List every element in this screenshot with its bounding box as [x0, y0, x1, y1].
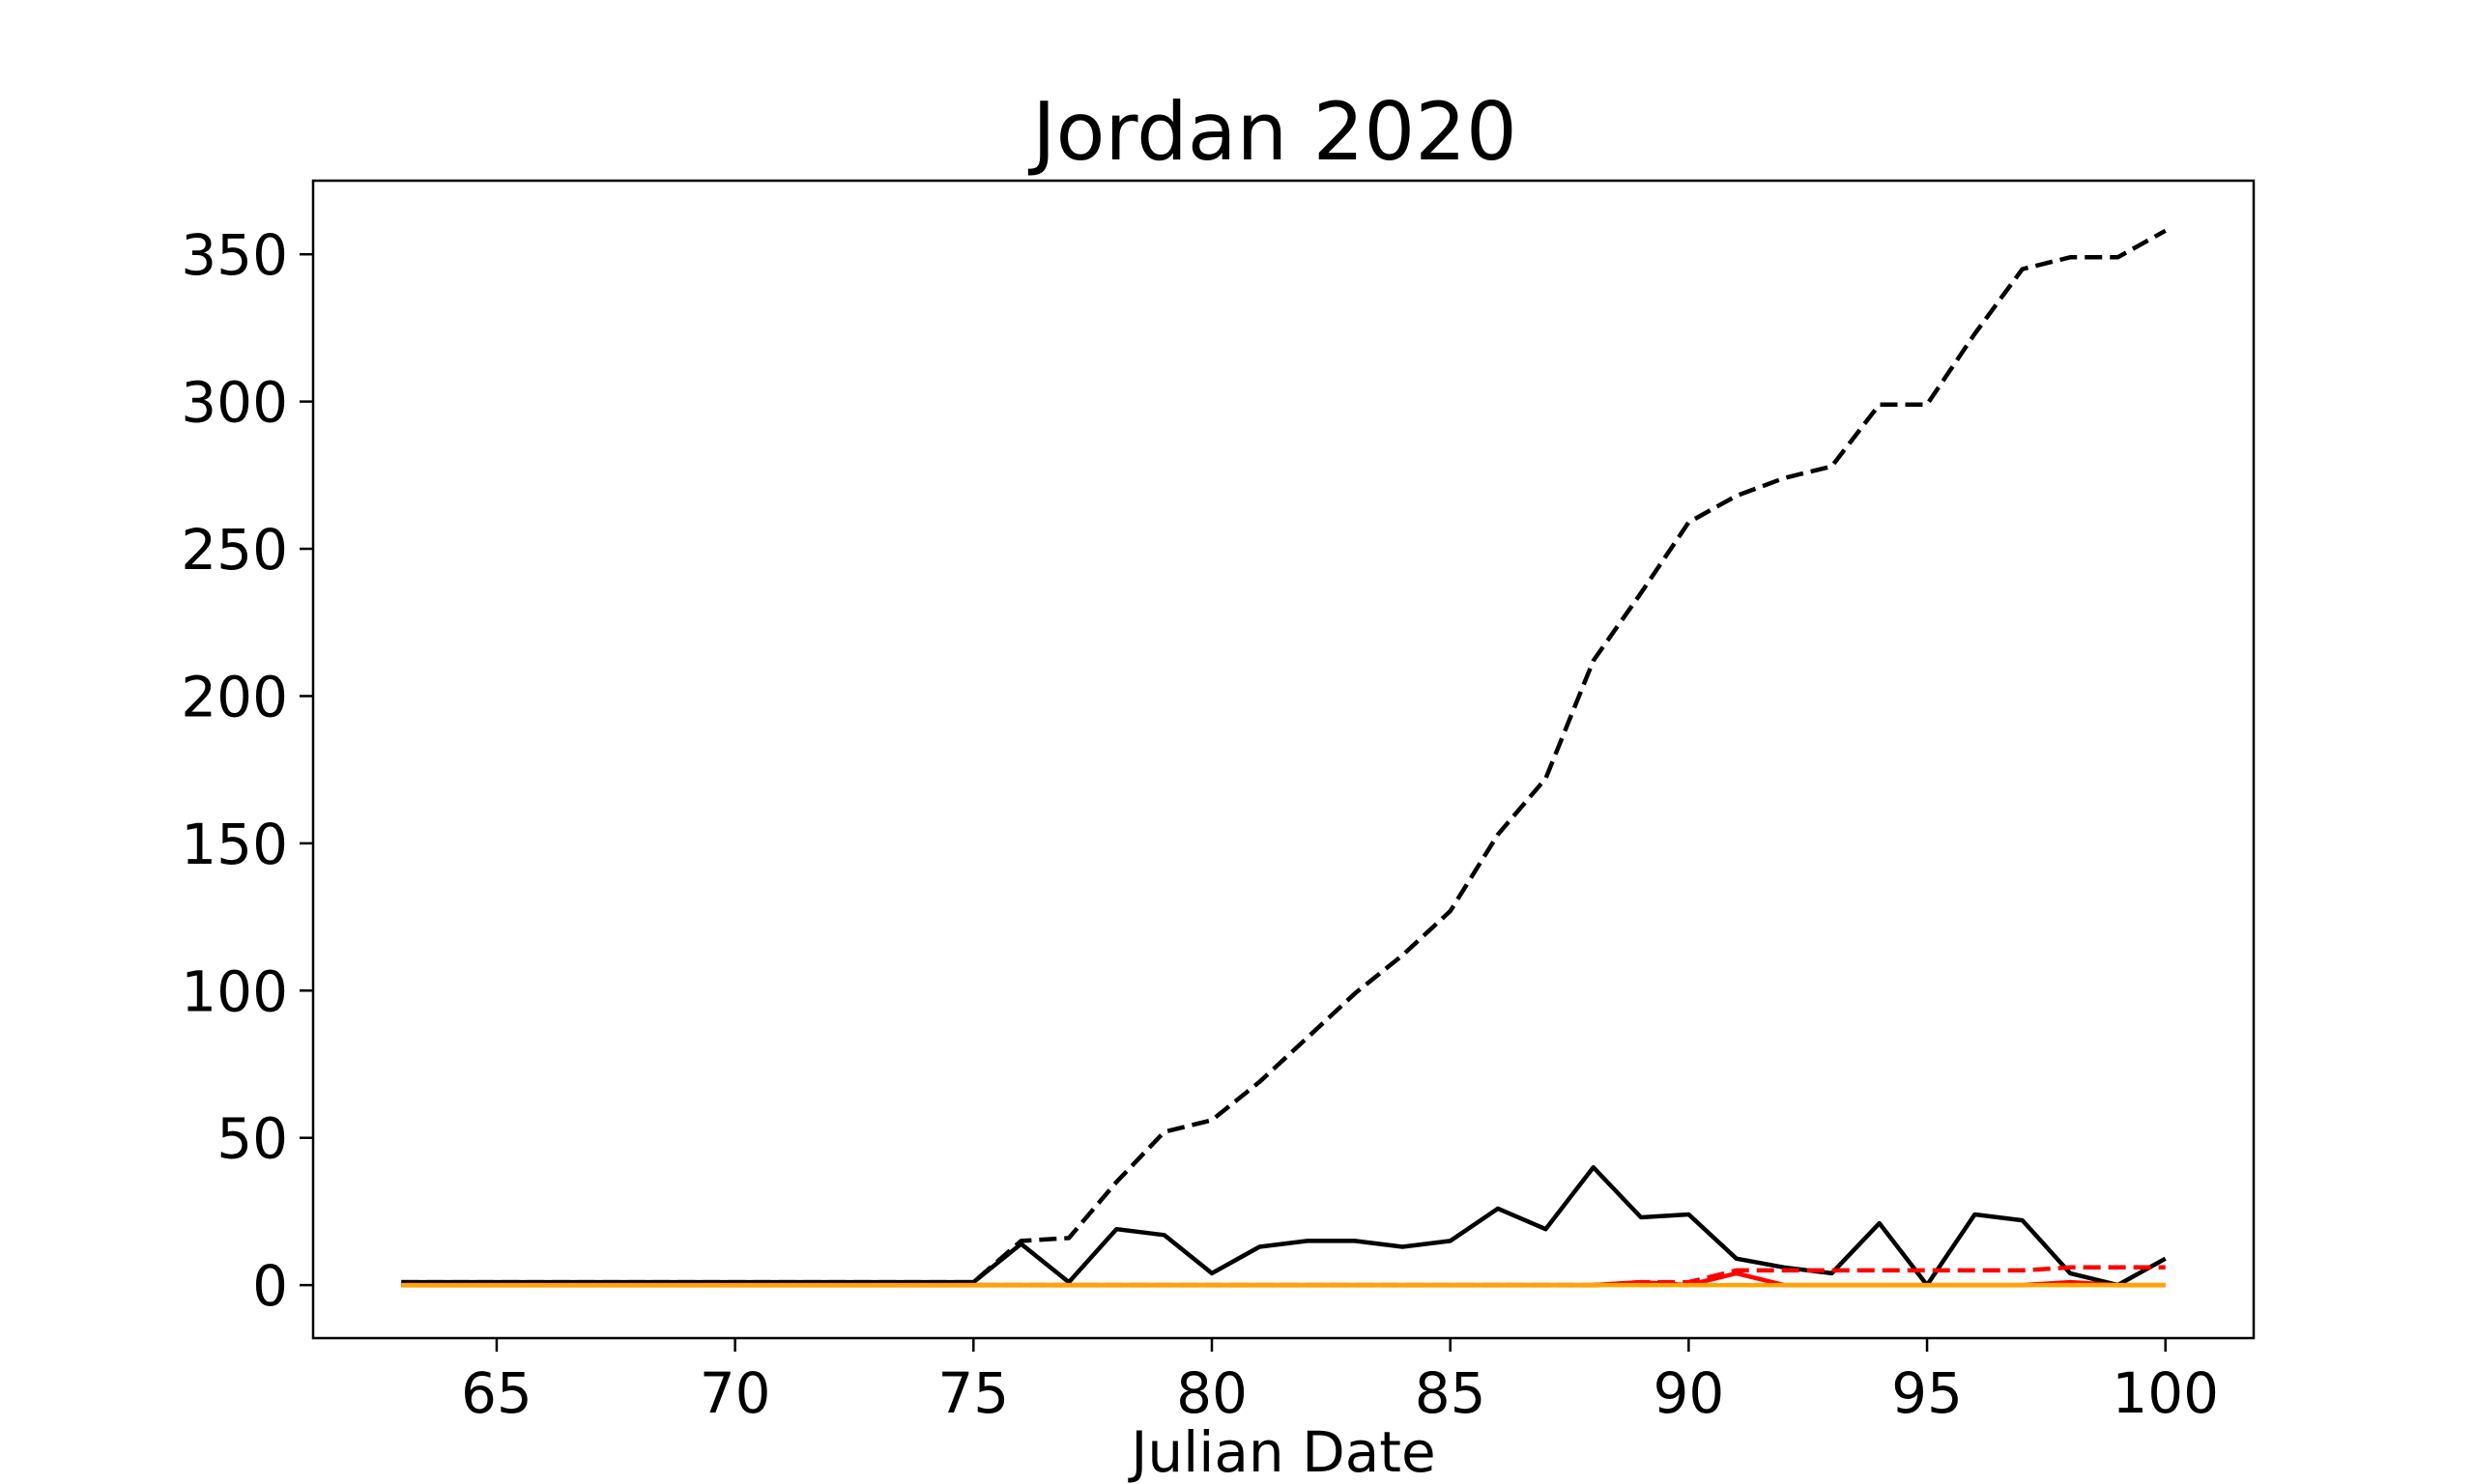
x-tick-label: 75	[937, 1360, 1009, 1426]
y-tick-label: 50	[216, 1106, 288, 1172]
y-tick-label: 200	[181, 664, 288, 729]
x-tick-label: 95	[1891, 1360, 1963, 1426]
y-tick-label: 100	[181, 958, 288, 1024]
x-tick-label: 65	[461, 1360, 532, 1426]
y-tick-label: 150	[181, 812, 288, 877]
series-layer	[401, 228, 2167, 1288]
chart-title: Jordan 2020	[1027, 85, 1517, 179]
tick-layer: 65 70 75 80 85 90 95 100 0 50 100 150 200 250 300 350	[181, 222, 2219, 1426]
x-tick-label: 90	[1653, 1360, 1724, 1426]
series-line-1	[401, 228, 2167, 1285]
y-tick-label: 250	[181, 517, 288, 583]
y-tick-label: 350	[181, 222, 288, 288]
y-tick-label: 0	[252, 1253, 288, 1319]
x-axis-label: Julian Date	[1128, 1419, 1435, 1484]
x-tick-label: 85	[1415, 1360, 1486, 1426]
plot-frame	[311, 179, 2256, 1340]
x-tick-label: 70	[700, 1360, 771, 1426]
x-tick-label: 80	[1176, 1360, 1248, 1426]
series-line-2	[401, 1164, 2167, 1288]
x-tick-label: 100	[2112, 1360, 2219, 1426]
y-tick-label: 300	[181, 370, 288, 436]
